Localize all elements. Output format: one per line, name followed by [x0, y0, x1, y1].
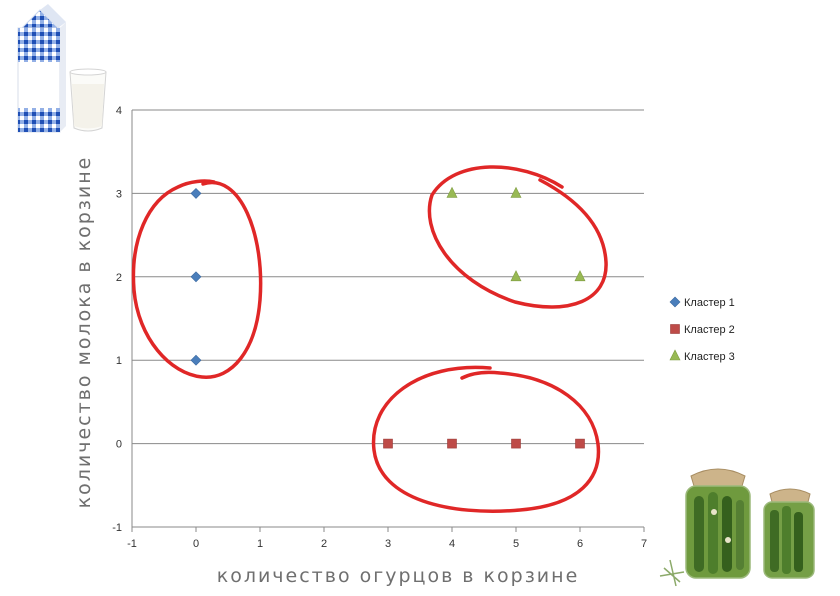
cluster-annotations: [131, 165, 608, 513]
pickled-cucumber-jars-icon: [659, 468, 815, 587]
cluster-2-point: [575, 438, 585, 449]
tick-labels: -1 0 1 2 3 4 -1 0 1 2 3 4 5 6 7: [112, 105, 647, 550]
legend-marker-cluster-1: [669, 296, 681, 308]
cluster-2-outline: [371, 365, 601, 513]
x-tick-label: 5: [513, 538, 519, 550]
x-tick-label: 7: [641, 538, 647, 550]
cluster-2-point: [511, 438, 521, 449]
x-tick-label: 1: [257, 538, 263, 550]
x-tick-label: 4: [449, 538, 455, 550]
cluster-1-outline: [131, 179, 263, 379]
y-axis-title: количество молока в корзине: [73, 156, 95, 509]
y-tick-label: 2: [116, 272, 122, 284]
cluster-1-point: [190, 187, 202, 199]
y-tick-label: -1: [112, 522, 122, 534]
gridlines: [132, 109, 644, 528]
cluster-1-point: [190, 354, 202, 366]
cluster-3-point: [510, 270, 522, 282]
x-tick-label: 3: [385, 538, 391, 550]
legend: Кластер 1 Кластер 2 Кластер 3: [669, 296, 735, 363]
cluster-3-point: [446, 186, 458, 198]
data-points: [190, 186, 586, 449]
cluster-2-point: [383, 438, 393, 449]
y-tick-label: 3: [116, 188, 122, 200]
milk-carton-and-glass-icon: [17, 4, 107, 133]
cluster-3-point: [574, 270, 586, 282]
x-tick-label: 2: [321, 538, 327, 550]
y-tick-label: 0: [116, 439, 122, 451]
cluster-3-outline: [427, 165, 608, 309]
y-tick-label: 1: [116, 355, 122, 367]
cluster-1-point: [190, 271, 202, 283]
cluster-2-point: [447, 438, 457, 449]
legend-label-cluster-1: Кластер 1: [684, 297, 735, 309]
x-axis-title: количество огурцов в корзине: [217, 565, 580, 587]
x-tick-label: 0: [193, 538, 199, 550]
legend-marker-cluster-3: [669, 349, 681, 361]
legend-label-cluster-3: Кластер 3: [684, 351, 735, 363]
cluster-3-point: [510, 186, 522, 198]
axes: [131, 110, 645, 532]
legend-marker-cluster-2: [670, 324, 680, 334]
x-tick-label: 6: [577, 538, 583, 550]
legend-label-cluster-2: Кластер 2: [684, 324, 735, 336]
x-tick-label: -1: [127, 538, 137, 550]
y-tick-label: 4: [116, 105, 122, 117]
